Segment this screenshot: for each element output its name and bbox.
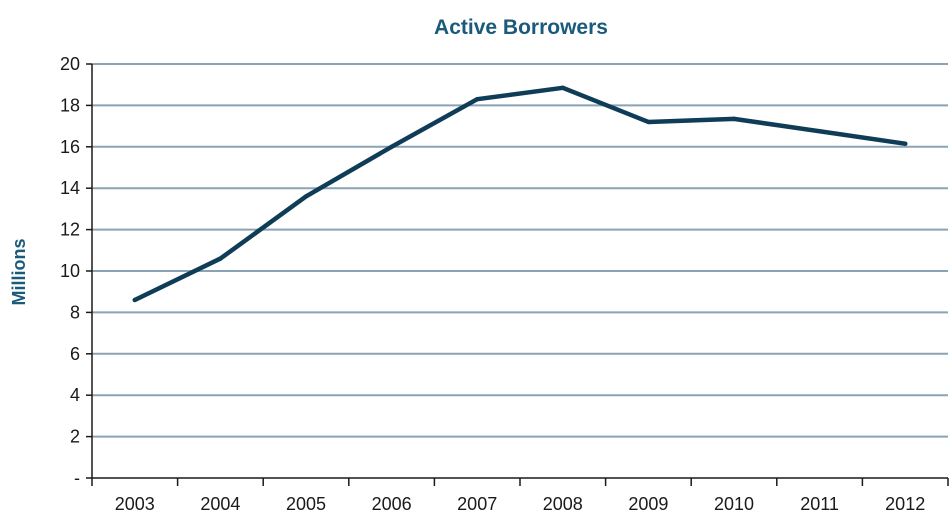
y-tick-label: 2 — [70, 427, 80, 447]
data-point — [132, 297, 137, 303]
data-point — [731, 116, 737, 122]
data-point — [646, 119, 651, 125]
y-axis-label: Millions — [9, 239, 29, 306]
x-tick-label: 2003 — [115, 494, 155, 514]
data-point — [218, 256, 223, 261]
series — [132, 85, 908, 303]
x-tick-label: 2011 — [800, 494, 839, 514]
y-tick-label: 8 — [70, 302, 80, 322]
y-tick-label: 4 — [70, 385, 80, 405]
data-point — [389, 144, 394, 149]
x-tick-label: 2012 — [885, 494, 925, 514]
x-tick-label: 2006 — [372, 494, 412, 514]
y-tick-labels: - 2 4 6 8 10 12 14 16 18 20 — [60, 54, 80, 488]
y-tick-label: 6 — [70, 344, 80, 364]
data-point — [303, 194, 309, 199]
x-tick-label: 2005 — [286, 494, 326, 514]
y-tick-label: - — [74, 468, 80, 488]
x-tick-label: 2008 — [543, 494, 583, 514]
y-tick-label: 10 — [60, 261, 80, 281]
chart-title: Active Borrowers — [434, 16, 608, 39]
data-point — [560, 85, 565, 91]
data-point — [903, 141, 908, 146]
y-tick-label: 20 — [60, 54, 80, 74]
x-tick-label: 2010 — [714, 494, 754, 514]
gridlines — [92, 63, 948, 438]
y-tick-label: 12 — [60, 220, 80, 240]
data-point — [817, 129, 822, 134]
x-tick-label: 2004 — [200, 494, 240, 514]
y-tick-label: 14 — [60, 178, 80, 198]
series-line — [132, 85, 908, 303]
data-point — [475, 96, 480, 102]
x-tick-label: 2007 — [457, 494, 497, 514]
x-tick-label: 2009 — [628, 494, 668, 514]
axes — [86, 63, 949, 486]
x-tick-labels: 2003 2004 2005 2006 2007 2008 2009 2010 2011 2012 — [115, 494, 925, 514]
y-tick-label: 18 — [60, 95, 80, 115]
y-tick-label: 16 — [60, 137, 80, 157]
